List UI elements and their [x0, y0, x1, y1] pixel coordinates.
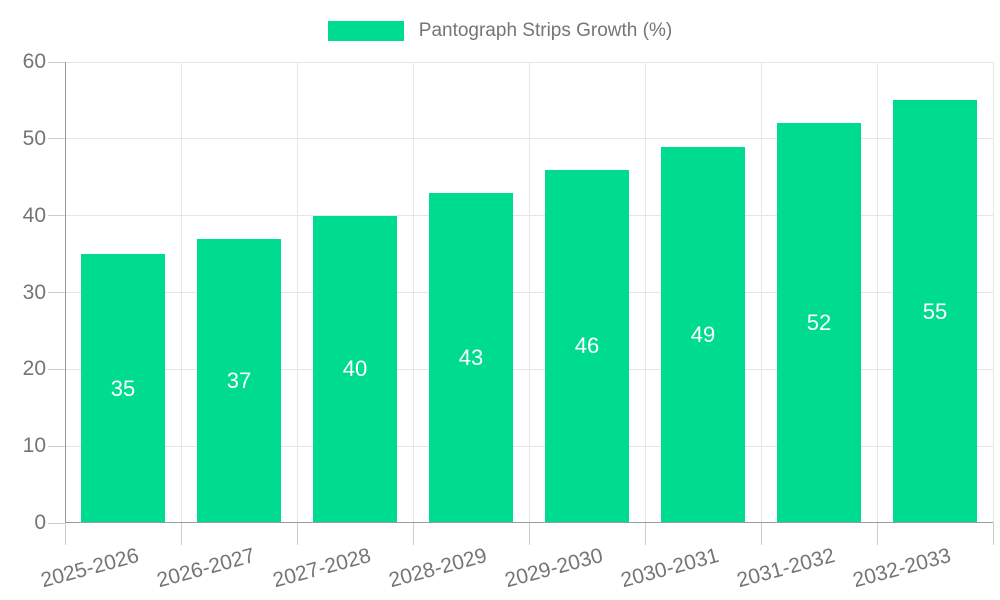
x-axis-tick: [296, 523, 298, 545]
y-axis-tick: [48, 522, 65, 524]
bar-value-label: 55: [922, 298, 948, 324]
bar-value-label: 49: [690, 321, 716, 347]
x-tick-label: 2027-2028: [269, 544, 373, 593]
y-axis-tick: [48, 292, 65, 293]
bar[interactable]: 37: [197, 238, 281, 523]
chart-legend[interactable]: Pantograph Strips Growth (%): [0, 20, 1000, 42]
gridline-vertical: [412, 62, 414, 523]
y-axis-line: [65, 62, 66, 523]
bar[interactable]: 52: [777, 123, 861, 523]
y-axis-tick: [48, 138, 65, 140]
bar[interactable]: 35: [81, 254, 165, 523]
y-axis-tick: [48, 61, 65, 63]
gridline-vertical: [528, 62, 530, 523]
bar-value-label: 43: [458, 344, 484, 370]
x-tick-label: 2031-2032: [733, 544, 837, 593]
bar[interactable]: 40: [313, 215, 397, 523]
legend-swatch[interactable]: [327, 21, 404, 41]
y-tick-label: 0: [34, 511, 46, 534]
x-axis-tick: [644, 523, 646, 545]
x-tick-label: 2028-2029: [385, 544, 489, 593]
x-tick-label: 2025-2026: [37, 544, 141, 593]
y-tick-label: 10: [22, 434, 46, 458]
gridline-vertical: [876, 62, 878, 523]
bar[interactable]: 55: [893, 100, 977, 523]
x-axis-tick: [412, 523, 414, 545]
y-tick-label: 20: [22, 357, 46, 381]
x-axis-tick: [528, 523, 530, 545]
y-axis-tick: [48, 215, 65, 217]
gridline-vertical: [180, 62, 182, 523]
x-axis-tick: [64, 523, 66, 545]
x-axis-tick: [992, 523, 994, 545]
y-tick-label: 40: [22, 203, 46, 227]
x-tick-label: 2032-2033: [849, 544, 953, 593]
x-axis-line: [65, 522, 993, 523]
gridline-vertical: [644, 62, 646, 523]
bar-value-label: 35: [110, 375, 136, 401]
bar-value-label: 46: [574, 333, 600, 359]
x-tick-label: 2030-2031: [617, 544, 721, 593]
x-tick-label: 2026-2027: [153, 544, 257, 593]
bar[interactable]: 43: [429, 192, 513, 523]
x-axis-tick: [876, 523, 878, 545]
x-axis-tick: [760, 523, 762, 545]
gridline-vertical: [296, 62, 298, 523]
x-axis-tick: [180, 523, 182, 545]
y-axis-tick: [48, 445, 65, 447]
y-tick-label: 50: [22, 126, 46, 150]
bar[interactable]: 49: [661, 146, 745, 523]
bar[interactable]: 46: [545, 169, 629, 523]
bar-value-label: 52: [806, 310, 832, 336]
y-axis-tick: [48, 368, 65, 370]
y-tick-label: 60: [22, 50, 46, 73]
gridline-vertical: [992, 62, 994, 523]
gridline-vertical: [760, 62, 762, 523]
bar-value-label: 37: [226, 367, 252, 393]
x-tick-label: 2029-2030: [501, 544, 605, 593]
plot-area: 0 10 20 30 40 50 60 35 2025-2026 37 2026-2027 40 202…: [23, 50, 994, 592]
legend-label[interactable]: Pantograph Strips Growth (%): [418, 20, 673, 41]
y-tick-label: 30: [22, 280, 46, 304]
bar-value-label: 40: [342, 356, 368, 382]
